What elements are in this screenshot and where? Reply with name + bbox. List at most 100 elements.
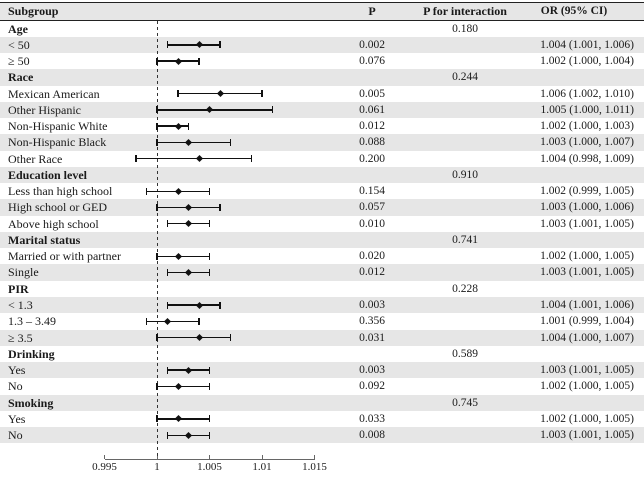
table-row: High school or GED 0.057 1.003 (1.000, 1.0… (0, 199, 644, 216)
or-point-marker (184, 366, 193, 374)
or-point-marker (174, 187, 182, 195)
table-row: 1.3 – 3.49 0.356 1.001 (0.999, 1.004) (0, 313, 644, 329)
ci-whisker (146, 320, 199, 323)
table-rows: Age 0.180 < 50 0.002 1.004 (1.001, 1.006) ≥ 5… (0, 21, 644, 444)
subgroup-label: High school or GED (8, 200, 107, 215)
ci-cap (187, 122, 190, 130)
table-row: No 0.092 1.002 (1.000, 1.005) (0, 378, 644, 394)
subgroup-label: Drinking (8, 346, 55, 361)
ci-cap (208, 252, 211, 260)
table-row: Above high school 0.010 1.003 (1.001, 1.00… (0, 216, 644, 232)
p-value: 0.076 (359, 55, 385, 68)
or-point-marker (216, 90, 224, 98)
subgroup-label: < 1.3 (8, 298, 33, 313)
or-point-marker (174, 382, 182, 390)
axis-tick-label: 1.005 (197, 461, 222, 473)
subgroup-label: Other Hispanic (8, 102, 81, 117)
p-value: 0.012 (359, 120, 385, 133)
group-row: Drinking 0.589 (0, 346, 644, 362)
ci-cap (208, 269, 211, 277)
subgroup-label: Mexican American (8, 86, 100, 101)
reference-line (156, 21, 158, 459)
subgroup-label: Race (8, 70, 34, 85)
ci-cap (156, 415, 158, 423)
table-row: ≥ 50 0.076 1.002 (1.000, 1.004) (0, 53, 644, 69)
or-ci-value: 1.002 (0.999, 1.005) (540, 185, 634, 198)
p-value: 0.033 (359, 412, 385, 425)
ci-cap (166, 366, 169, 374)
ci-cap (271, 106, 274, 114)
p-interaction-value: 0.741 (452, 233, 478, 246)
subgroup-label: ≥ 3.5 (8, 330, 33, 345)
ci-cap (219, 301, 221, 309)
header-p: P (368, 4, 376, 18)
subgroup-label: Yes (8, 363, 26, 378)
ci-cap (135, 155, 137, 163)
subgroup-label: Non-Hispanic Black (8, 135, 107, 150)
or-point-marker (184, 138, 193, 146)
ci-cap (156, 122, 158, 130)
ci-cap (208, 431, 211, 439)
ci-cap (166, 220, 169, 228)
p-interaction-value: 0.244 (452, 71, 478, 84)
ci-whisker (157, 418, 210, 420)
table-row: ≥ 3.5 0.031 1.004 (1.000, 1.007) (0, 329, 644, 346)
group-row: Race 0.244 (0, 69, 644, 86)
ci-cap (166, 269, 169, 277)
or-ci-value: 1.004 (1.001, 1.006) (540, 299, 634, 312)
group-row: PIR 0.228 (0, 281, 644, 297)
subgroup-label: Non-Hispanic White (8, 119, 108, 134)
p-value: 0.020 (359, 250, 385, 263)
or-point-marker (184, 203, 193, 212)
p-value: 0.200 (359, 152, 385, 165)
or-point-marker (195, 155, 203, 163)
table-header-row: Subgroup P P for interaction OR (95% CI) (0, 2, 644, 21)
table-row: Other Race 0.200 1.004 (0.998, 1.009) (0, 151, 644, 167)
ci-cap (156, 334, 158, 342)
or-ci-value: 1.002 (1.000, 1.005) (540, 412, 634, 425)
ci-whisker (157, 336, 231, 339)
or-point-marker (195, 41, 203, 49)
table-row: Mexican American 0.005 1.006 (1.002, 1.010… (0, 86, 644, 102)
or-ci-value: 1.003 (1.000, 1.006) (540, 201, 634, 214)
ci-cap (156, 382, 158, 390)
table-row: Less than high school 0.154 1.002 (0.999, … (0, 183, 644, 199)
or-ci-value: 1.002 (1.000, 1.004) (540, 55, 634, 68)
or-point-marker (184, 431, 193, 439)
ci-cap (219, 41, 221, 49)
ci-cap (166, 41, 169, 49)
axis-tick (209, 455, 210, 459)
ci-whisker (157, 141, 231, 144)
or-ci-value: 1.003 (1.001, 1.005) (540, 266, 634, 279)
ci-whisker (157, 125, 189, 127)
table-row: Yes 0.003 1.003 (1.001, 1.005) (0, 362, 644, 379)
or-point-marker (174, 252, 182, 260)
ci-cap (208, 382, 211, 390)
p-value: 0.005 (359, 87, 385, 100)
or-point-marker (205, 106, 214, 114)
group-row: Smoking 0.745 (0, 394, 644, 411)
p-value: 0.003 (359, 364, 385, 377)
ci-cap (166, 301, 169, 309)
ci-cap (229, 334, 232, 342)
subgroup-label: Single (8, 265, 39, 280)
ci-whisker (157, 109, 273, 111)
ci-cap (261, 90, 263, 98)
or-ci-value: 1.004 (1.001, 1.006) (540, 38, 634, 51)
p-interaction-value: 0.589 (452, 347, 478, 360)
p-value: 0.088 (359, 136, 385, 149)
table-row: No 0.008 1.003 (1.001, 1.005) (0, 427, 644, 444)
group-row: Education level 0.910 (0, 166, 644, 184)
ci-cap (156, 106, 158, 114)
p-value: 0.012 (359, 266, 385, 279)
header-or-ci: OR (95% CI) (540, 5, 608, 17)
p-value: 0.010 (359, 217, 385, 230)
p-value: 0.356 (359, 315, 385, 328)
subgroup-label: No (8, 379, 23, 394)
subgroup-label: Above high school (8, 216, 99, 231)
subgroup-label: Smoking (8, 395, 54, 410)
p-interaction-value: 0.745 (452, 396, 478, 409)
ci-cap (250, 155, 253, 163)
axis-tick-label: 0.995 (92, 461, 117, 473)
